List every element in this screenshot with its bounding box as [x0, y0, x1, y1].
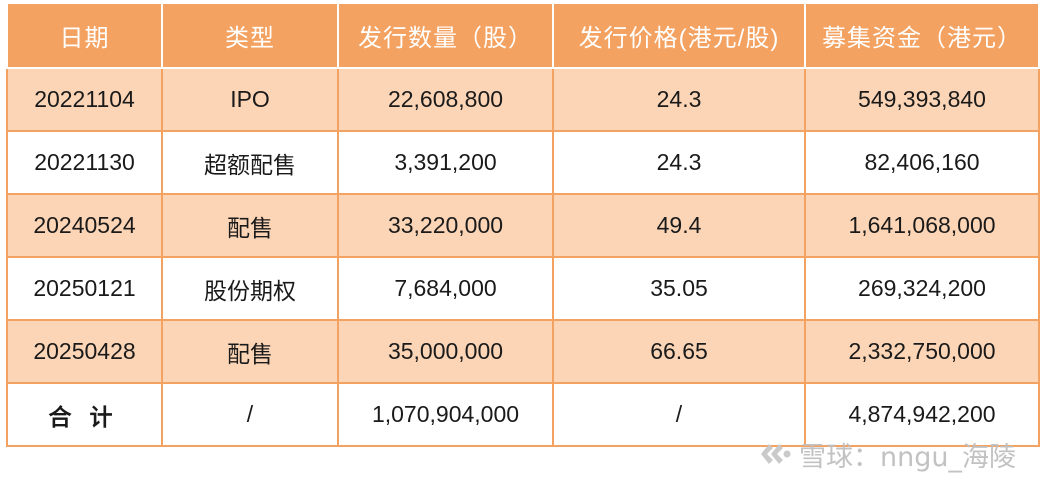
cell-type: 股份期权: [161, 256, 339, 321]
cell-quantity: 35,000,000: [337, 319, 554, 384]
cell-price: 66.65: [552, 319, 806, 384]
header-quantity: 发行数量（股）: [337, 4, 554, 69]
cell-date: 20221104: [6, 67, 163, 132]
total-row: 合计 / 1,070,904,000 / 4,874,942,200: [6, 382, 1040, 447]
table-row: 20240524 配售 33,220,000 49.4 1,641,068,00…: [6, 193, 1040, 258]
table-row: 20250428 配售 35,000,000 66.65 2,332,750,0…: [6, 319, 1040, 384]
header-type: 类型: [161, 4, 339, 69]
total-type: /: [161, 382, 339, 447]
snowball-logo-icon: [757, 438, 793, 470]
total-label: 合计: [6, 382, 163, 447]
cell-proceeds: 2,332,750,000: [804, 319, 1040, 384]
share-issuance-table: 日期 类型 发行数量（股） 发行价格(港元/股) 募集资金（港元） 202211…: [6, 4, 1040, 447]
watermark: 雪球：nngu_海陵: [757, 436, 1016, 473]
cell-type: 配售: [161, 319, 339, 384]
cell-price: 24.3: [552, 130, 806, 195]
table-row: 20221104 IPO 22,608,800 24.3 549,393,840: [6, 67, 1040, 132]
cell-quantity: 7,684,000: [337, 256, 554, 321]
cell-type: IPO: [161, 67, 339, 132]
cell-proceeds: 269,324,200: [804, 256, 1040, 321]
cell-price: 35.05: [552, 256, 806, 321]
header-date: 日期: [6, 4, 163, 69]
cell-quantity: 3,391,200: [337, 130, 554, 195]
table-row: 20221130 超额配售 3,391,200 24.3 82,406,160: [6, 130, 1040, 195]
cell-price: 49.4: [552, 193, 806, 258]
cell-proceeds: 1,641,068,000: [804, 193, 1040, 258]
cell-date: 20250428: [6, 319, 163, 384]
cell-date: 20221130: [6, 130, 163, 195]
cell-quantity: 22,608,800: [337, 67, 554, 132]
header-row: 日期 类型 发行数量（股） 发行价格(港元/股) 募集资金（港元）: [6, 4, 1040, 69]
cell-quantity: 33,220,000: [337, 193, 554, 258]
watermark-text: 雪球：nngu_海陵: [799, 441, 1016, 473]
cell-proceeds: 82,406,160: [804, 130, 1040, 195]
cell-date: 20250121: [6, 256, 163, 321]
total-price: /: [552, 382, 806, 447]
cell-price: 24.3: [552, 67, 806, 132]
cell-type: 超额配售: [161, 130, 339, 195]
cell-proceeds: 549,393,840: [804, 67, 1040, 132]
cell-date: 20240524: [6, 193, 163, 258]
total-quantity: 1,070,904,000: [337, 382, 554, 447]
total-proceeds: 4,874,942,200: [804, 382, 1040, 447]
cell-type: 配售: [161, 193, 339, 258]
header-price: 发行价格(港元/股): [552, 4, 806, 69]
table-row: 20250121 股份期权 7,684,000 35.05 269,324,20…: [6, 256, 1040, 321]
header-proceeds: 募集资金（港元）: [804, 4, 1040, 69]
